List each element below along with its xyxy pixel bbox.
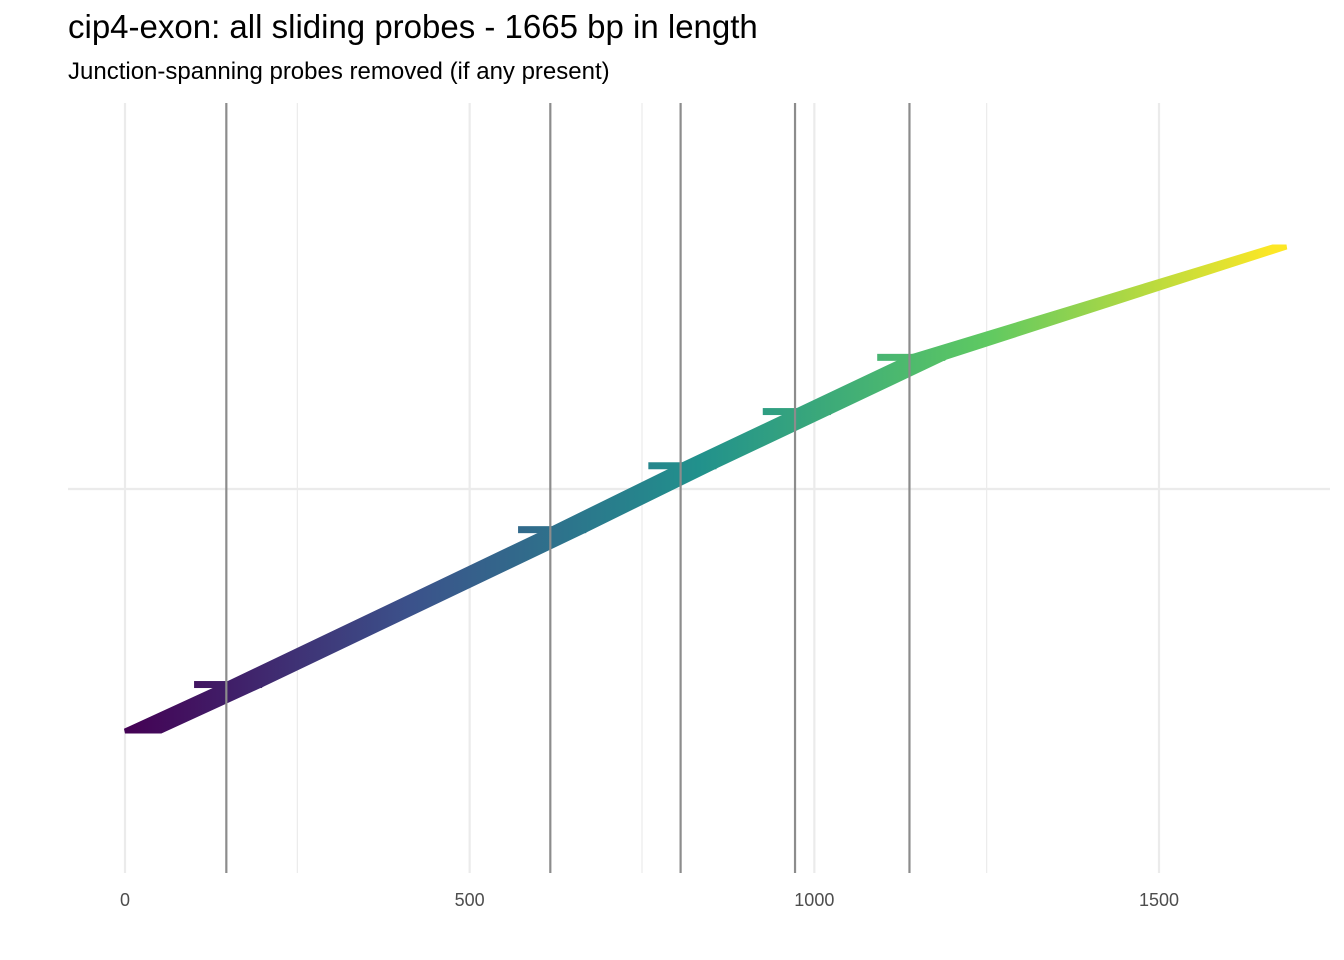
probe-plateau <box>194 681 263 689</box>
probe-band-body <box>225 527 588 687</box>
x-tick-label: 500 <box>455 890 485 910</box>
x-tick-label: 1000 <box>794 890 834 910</box>
chart-title: cip4-exon: all sliding probes - 1665 bp … <box>68 8 758 45</box>
gridlines <box>68 103 1330 873</box>
x-tick-label: 1500 <box>1139 890 1179 910</box>
probe-band-body <box>549 463 718 533</box>
x-axis-ticks: 0 500 1000 1500 <box>120 890 1179 910</box>
probe-plateau <box>877 353 946 361</box>
x-tick-label: 0 <box>120 890 130 910</box>
probe-band-body <box>679 409 832 469</box>
probe-plateau <box>762 408 831 416</box>
junction-lines <box>225 103 911 873</box>
probe-band-group <box>123 244 1288 734</box>
probe-band-body <box>793 354 947 415</box>
probe-plateau <box>648 462 717 470</box>
probe-plateau <box>518 526 587 534</box>
chart-subtitle: Junction-spanning probes removed (if any… <box>68 58 610 85</box>
probe-band-body <box>908 244 1288 360</box>
probe-band-body <box>123 682 264 734</box>
